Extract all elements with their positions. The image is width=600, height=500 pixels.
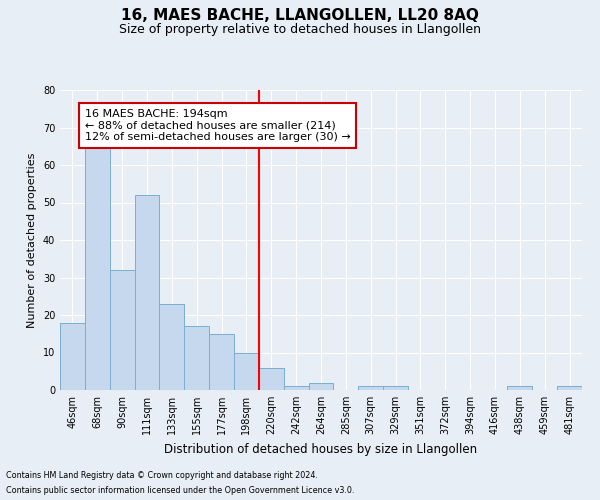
- Text: Contains public sector information licensed under the Open Government Licence v3: Contains public sector information licen…: [6, 486, 355, 495]
- Bar: [358, 386, 383, 390]
- Text: Size of property relative to detached houses in Llangollen: Size of property relative to detached ho…: [119, 22, 481, 36]
- Bar: [557, 386, 582, 390]
- Bar: [508, 386, 532, 390]
- Bar: [134, 195, 160, 390]
- Bar: [160, 304, 184, 390]
- Text: 16, MAES BACHE, LLANGOLLEN, LL20 8AQ: 16, MAES BACHE, LLANGOLLEN, LL20 8AQ: [121, 8, 479, 22]
- Bar: [110, 270, 134, 390]
- Bar: [234, 352, 259, 390]
- Bar: [209, 334, 234, 390]
- Bar: [308, 382, 334, 390]
- Bar: [284, 386, 308, 390]
- Bar: [184, 326, 209, 390]
- Text: 16 MAES BACHE: 194sqm
← 88% of detached houses are smaller (214)
12% of semi-det: 16 MAES BACHE: 194sqm ← 88% of detached …: [85, 109, 350, 142]
- Bar: [85, 146, 110, 390]
- Text: Contains HM Land Registry data © Crown copyright and database right 2024.: Contains HM Land Registry data © Crown c…: [6, 471, 318, 480]
- Y-axis label: Number of detached properties: Number of detached properties: [27, 152, 37, 328]
- Bar: [259, 368, 284, 390]
- Bar: [60, 322, 85, 390]
- Bar: [383, 386, 408, 390]
- Text: Distribution of detached houses by size in Llangollen: Distribution of detached houses by size …: [164, 442, 478, 456]
